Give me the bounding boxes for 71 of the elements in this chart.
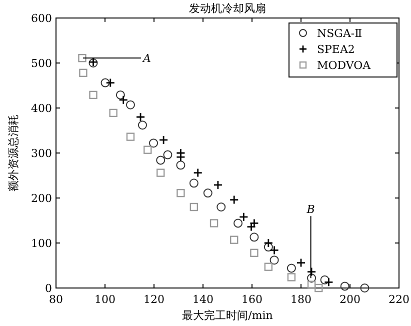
point [213,180,223,190]
point [144,146,152,154]
y-tick-label: 400 [31,102,52,115]
point [264,242,273,252]
annotation: B [306,203,315,216]
x-tick-label: 220 [388,293,410,306]
point [230,236,238,244]
x-tick-label: 180 [290,293,312,306]
point [287,273,296,282]
legend-label: SPEA2 [317,43,355,56]
x-tick-label: 80 [49,293,63,306]
point [360,284,370,292]
point [250,248,258,257]
point [286,264,296,273]
point [78,54,86,62]
x-tick-label: 120 [144,293,164,306]
point [89,90,98,100]
point [270,256,279,265]
point [163,150,172,160]
point [314,284,323,292]
point [340,282,350,291]
point [116,90,125,100]
point [118,95,128,105]
point [324,277,334,287]
point [210,219,218,228]
point [250,232,259,242]
point [79,68,88,77]
point [307,280,316,289]
y-tick-label: 100 [31,237,52,250]
y-tick-label: 200 [31,192,52,205]
y-tick-label: 300 [31,147,52,160]
annotation: A [142,52,151,66]
legend-label: NSGA-Ⅱ [317,27,362,40]
point [229,195,239,204]
chart-title: 发动机冷却风扇 [189,2,266,15]
point [138,120,147,130]
point [264,262,273,271]
point [307,274,316,283]
y-tick-label: 0 [45,282,52,295]
point [234,218,243,228]
point [158,135,168,145]
point [238,212,248,222]
y-tick-label: 600 [31,12,52,25]
point [176,148,186,158]
y-axis-title: 额外资源总消耗 [7,114,20,192]
point [190,202,198,212]
point [106,78,116,88]
point [176,188,185,198]
point [136,112,146,122]
point [189,178,198,188]
point [156,156,166,165]
point [203,188,212,198]
x-axis-title: 最大完工时间/min [182,309,273,322]
point [126,132,135,141]
x-tick-label: 200 [340,293,360,306]
point [193,168,203,178]
point [270,246,279,255]
point [100,78,110,88]
point [216,202,226,212]
point [149,138,158,148]
point [176,160,186,170]
x-tick-label: 160 [242,293,262,306]
y-tick-label: 500 [31,57,52,70]
point [296,258,306,268]
legend-label: MODVOA [317,59,372,72]
point [264,238,274,248]
x-tick-label: 100 [94,293,116,306]
point [126,100,135,110]
point [109,108,118,118]
point [156,168,165,177]
x-tick-label: 140 [192,293,214,306]
